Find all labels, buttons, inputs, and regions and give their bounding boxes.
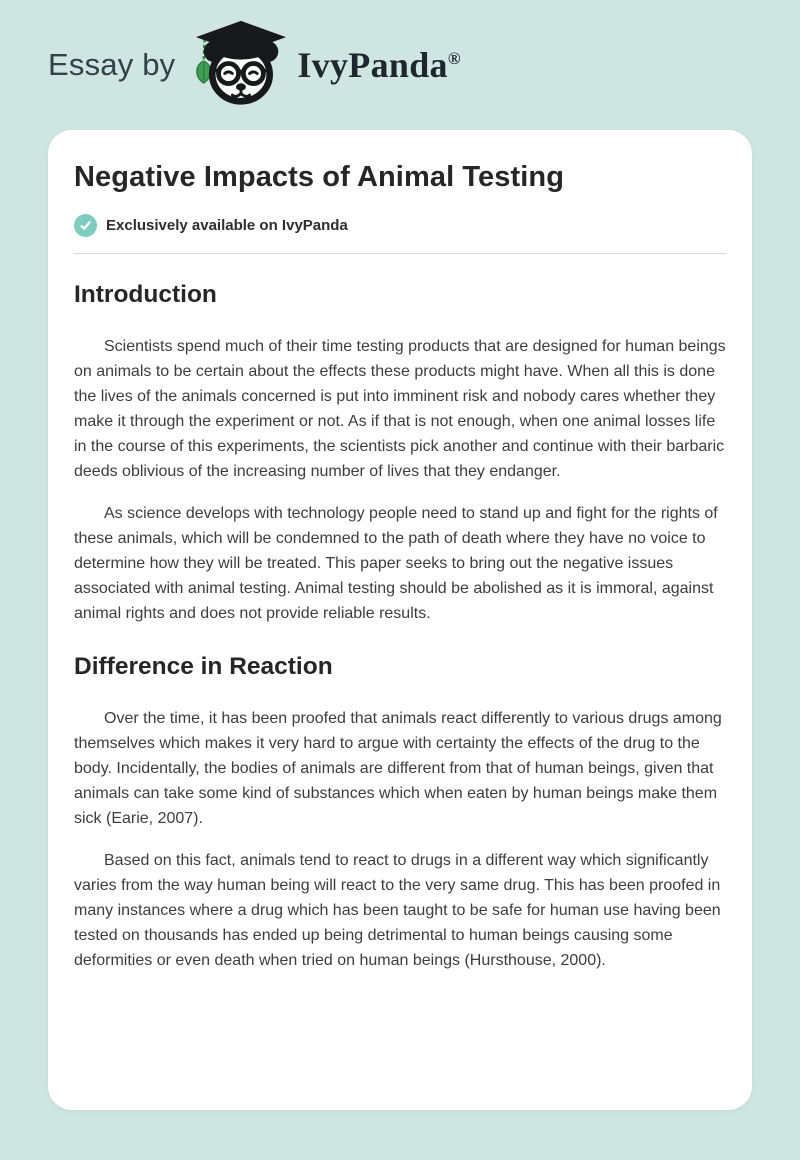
glasses-temples [212, 67, 270, 74]
header-essay-by-label: Essay by [48, 47, 176, 82]
glasses-lens-right [241, 61, 267, 86]
brand-wordmark: IvyPanda® [297, 44, 460, 86]
check-icon [74, 213, 97, 237]
section-heading-introduction: Introduction [74, 281, 217, 308]
divider [74, 253, 726, 254]
essay-paragraph: As science develops with technology peop… [74, 505, 718, 622]
panda-nose [236, 83, 247, 91]
graduation-cap-base [221, 44, 262, 60]
panda-mouth [231, 88, 252, 98]
essay-paragraph: Based on this fact, animals tend to reac… [74, 852, 721, 969]
essay-paragraph: Scientists spend much of their time test… [74, 338, 726, 480]
section-heading-difference-in-reaction: Difference in Reaction [74, 653, 333, 680]
ivypanda-logo-icon [196, 20, 287, 105]
panda-eye-left [223, 70, 235, 75]
ivy-leaf-icon [196, 60, 212, 84]
glasses-lens-left [216, 61, 242, 86]
site-header: Essay by IvyPanda® [0, 0, 800, 130]
essay-paragraph: Over the time, it has been proofed that … [74, 710, 722, 827]
availability-label: Exclusively available on IvyPanda [106, 216, 348, 234]
registered-trademark: ® [447, 49, 461, 68]
essay-card: Negative Impacts of Animal Testing Exclu… [48, 130, 752, 1110]
availability-badge: Exclusively available on IvyPanda [74, 213, 726, 237]
essay-title: Negative Impacts of Animal Testing [74, 161, 565, 193]
graduation-cap-board [196, 20, 287, 54]
panda-eye-right [248, 70, 260, 75]
brand-name: IvyPanda [297, 45, 448, 85]
